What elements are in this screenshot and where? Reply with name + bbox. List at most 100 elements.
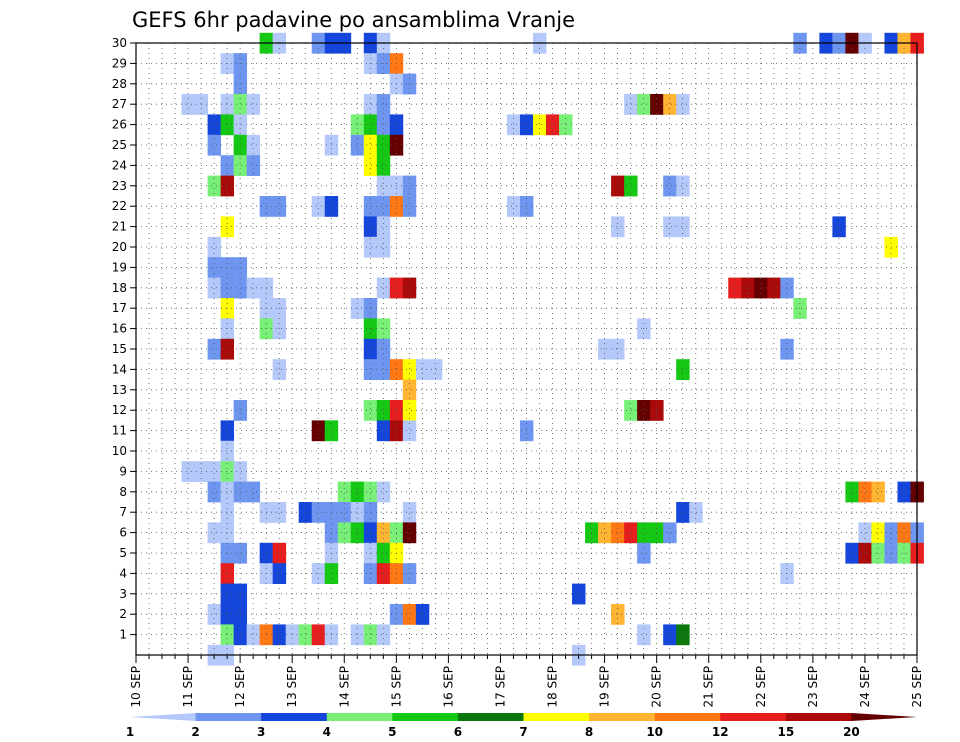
heatmap-cell <box>858 522 872 544</box>
heatmap-cell <box>207 175 222 197</box>
legend-swatch <box>261 713 328 721</box>
heatmap-cell <box>402 379 417 401</box>
heatmap-cell <box>624 94 638 115</box>
heatmap-cell <box>207 522 222 544</box>
heatmap-cell <box>637 522 651 544</box>
legend-swatch <box>457 713 524 721</box>
heatmap-cell <box>207 338 222 360</box>
heatmap-cell <box>220 461 235 482</box>
x-tick-label: 16 SEP <box>441 666 455 708</box>
heatmap-cell <box>637 94 651 115</box>
heatmap-cell <box>233 134 248 156</box>
heatmap-cell <box>363 216 378 238</box>
heatmap-cell <box>598 522 612 544</box>
heatmap-cell <box>402 196 417 217</box>
heatmap-cell <box>637 624 651 646</box>
grid-lines <box>136 43 917 655</box>
y-tick-label: 10 <box>112 444 127 458</box>
legend-swatch <box>785 713 852 721</box>
legend-swatch <box>654 713 721 721</box>
heatmap-cell <box>402 502 417 523</box>
x-tick-label: 11 SEP <box>181 666 195 708</box>
legend-label: 6 <box>454 725 462 739</box>
heatmap-cell <box>311 624 326 646</box>
y-tick-label: 24 <box>112 158 127 172</box>
heatmap-cell <box>376 236 391 258</box>
heatmap-cell <box>363 502 378 523</box>
y-tick-label: 12 <box>112 403 127 417</box>
legend-swatch <box>392 713 459 721</box>
heatmap-cell <box>871 522 885 544</box>
heatmap-cell <box>871 481 885 503</box>
legend-label: 1 <box>126 725 134 739</box>
heatmap-cell <box>624 522 638 544</box>
heatmap-cell <box>897 522 911 544</box>
heatmap-cell <box>663 624 677 646</box>
heatmap-cell <box>376 338 391 360</box>
heatmap-cell <box>363 196 378 217</box>
heatmap-cell <box>207 134 222 156</box>
y-tick-label: 27 <box>112 97 127 111</box>
y-tick-label: 5 <box>119 546 127 560</box>
heatmap-cell <box>376 420 391 442</box>
heatmap-cell <box>376 359 391 380</box>
heatmap-cell <box>663 94 677 115</box>
heatmap-cell <box>220 175 235 197</box>
heatmap-cell <box>220 257 235 278</box>
heatmap-cell <box>272 502 287 523</box>
x-tick-label: 22 SEP <box>754 666 768 708</box>
y-tick-label: 2 <box>119 607 127 621</box>
legend-label: 15 <box>777 725 794 739</box>
heatmap-cell <box>246 134 261 156</box>
legend-label: 10 <box>646 725 663 739</box>
heatmap-cell <box>402 420 417 442</box>
chart-title: GEFS 6hr padavine po ansamblima Vranje <box>132 8 575 32</box>
heatmap-cell <box>506 114 521 136</box>
legend-label: 5 <box>388 725 396 739</box>
heatmap-cell <box>207 604 222 625</box>
heatmap-cell <box>363 338 378 360</box>
heatmap-cell <box>376 481 391 503</box>
legend-label: 2 <box>191 725 199 739</box>
x-tick-label: 25 SEP <box>910 666 924 708</box>
heatmap-cell <box>376 624 391 646</box>
heatmap-cell <box>363 522 378 544</box>
y-tick-label: 23 <box>112 179 127 193</box>
heatmap-cell <box>220 155 235 176</box>
heatmap-cell <box>246 624 261 646</box>
x-tick-label: 14 SEP <box>337 666 351 708</box>
legend-swatch <box>589 713 656 721</box>
heatmap-cell <box>611 522 625 544</box>
heatmap-cell <box>220 440 235 462</box>
heatmap-cell <box>350 502 365 523</box>
heatmap-cell <box>845 481 859 503</box>
heatmap-cell <box>207 461 222 482</box>
heatmap-cell <box>220 94 235 115</box>
heatmap-cell <box>220 522 235 544</box>
x-tick-label: 15 SEP <box>389 666 403 708</box>
heatmap-cell <box>559 114 573 136</box>
heatmap-cell <box>663 216 677 238</box>
x-tick-label: 21 SEP <box>702 666 716 708</box>
y-tick-label: 4 <box>119 566 127 580</box>
legend-label: 20 <box>843 725 860 739</box>
heatmap-cell <box>311 196 326 217</box>
heatmap-cell <box>402 400 417 421</box>
heatmap-cell <box>363 94 378 115</box>
legend-swatch <box>130 713 196 721</box>
heatmap-cell <box>207 236 222 258</box>
y-tick-label: 17 <box>112 301 127 315</box>
y-tick-label: 30 <box>112 36 127 50</box>
legend-label: 12 <box>712 725 729 739</box>
heatmap-cell <box>376 175 391 197</box>
heatmap-cell <box>428 359 443 380</box>
y-tick-label: 29 <box>112 56 127 70</box>
y-tick-label: 7 <box>119 505 127 519</box>
y-tick-label: 21 <box>112 220 127 234</box>
heatmap-cell <box>181 94 195 115</box>
heatmap-cell <box>598 338 612 360</box>
heatmap-cell <box>246 94 261 115</box>
heatmap-cell <box>376 155 391 176</box>
heatmap-cell <box>233 257 248 278</box>
